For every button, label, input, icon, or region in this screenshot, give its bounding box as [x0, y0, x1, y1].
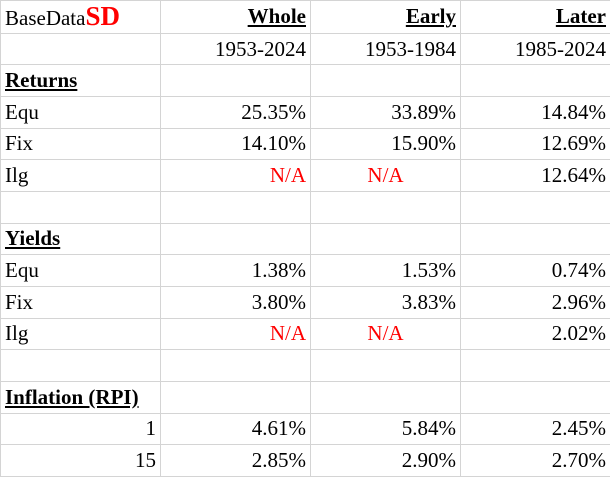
table-row: Ilg N/A N/A 2.02% — [0, 317, 610, 351]
col-header-whole[interactable]: Whole — [160, 0, 311, 34]
header-row: BaseDataSD Whole Early Later — [0, 0, 610, 34]
value-cell[interactable]: 2.02% — [460, 317, 610, 351]
table-row: 1 4.61% 5.84% 2.45% — [0, 412, 610, 446]
cell[interactable] — [310, 380, 461, 414]
cell[interactable] — [160, 190, 311, 224]
row-label[interactable]: Fix — [0, 127, 161, 161]
row-label[interactable]: Ilg — [0, 159, 161, 192]
value-cell[interactable]: 14.84% — [460, 95, 610, 129]
cell[interactable] — [0, 32, 161, 66]
value-cell[interactable]: 2.90% — [310, 444, 461, 477]
table-row: Equ 25.35% 33.89% 14.84% — [0, 95, 610, 129]
cell[interactable] — [160, 222, 311, 256]
table-row: Ilg N/A N/A 12.64% — [0, 159, 610, 192]
cell[interactable] — [160, 64, 311, 97]
section-row: Returns — [0, 64, 610, 97]
cell[interactable] — [460, 222, 610, 256]
cell[interactable] — [310, 349, 461, 382]
period-whole[interactable]: 1953-2024 — [160, 32, 311, 66]
cell[interactable] — [310, 64, 461, 97]
value-cell-na[interactable]: N/A — [310, 317, 461, 351]
cell[interactable] — [160, 349, 311, 382]
cell[interactable] — [460, 190, 610, 224]
value-cell[interactable]: 12.64% — [460, 159, 610, 192]
value-cell[interactable]: 3.83% — [310, 285, 461, 319]
value-cell[interactable]: 2.70% — [460, 444, 610, 477]
empty-row — [0, 349, 610, 382]
value-cell[interactable]: 25.35% — [160, 95, 311, 129]
section-heading-inflation[interactable]: Inflation (RPI) — [0, 380, 161, 414]
value-cell[interactable]: 2.45% — [460, 412, 610, 446]
value-cell[interactable]: 33.89% — [310, 95, 461, 129]
value-cell-na[interactable]: N/A — [160, 159, 311, 192]
section-row: Yields — [0, 222, 610, 256]
value-cell[interactable]: 14.10% — [160, 127, 311, 161]
row-label[interactable]: 1 — [0, 412, 161, 446]
value-cell[interactable]: 2.96% — [460, 285, 610, 319]
cell[interactable] — [460, 64, 610, 97]
row-label[interactable]: Equ — [0, 254, 161, 287]
title-cell[interactable]: BaseDataSD — [0, 0, 161, 34]
period-later[interactable]: 1985-2024 — [460, 32, 610, 66]
value-cell[interactable]: 5.84% — [310, 412, 461, 446]
table-row: 15 2.85% 2.90% 2.70% — [0, 444, 610, 477]
value-cell[interactable]: 2.85% — [160, 444, 311, 477]
section-heading-yields[interactable]: Yields — [0, 222, 161, 256]
section-heading-returns[interactable]: Returns — [0, 64, 161, 97]
empty-row — [0, 190, 610, 224]
value-cell[interactable]: 15.90% — [310, 127, 461, 161]
cell[interactable] — [310, 222, 461, 256]
cell[interactable] — [160, 380, 311, 414]
value-cell[interactable]: 1.53% — [310, 254, 461, 287]
value-cell-na[interactable]: N/A — [310, 159, 461, 192]
section-row: Inflation (RPI) — [0, 380, 610, 414]
title-accent: SD — [85, 1, 120, 32]
title-base: BaseData — [5, 6, 86, 31]
value-cell[interactable]: 0.74% — [460, 254, 610, 287]
table-row: Equ 1.38% 1.53% 0.74% — [0, 254, 610, 287]
value-cell[interactable]: 4.61% — [160, 412, 311, 446]
col-header-later[interactable]: Later — [460, 0, 610, 34]
period-early[interactable]: 1953-1984 — [310, 32, 461, 66]
cell[interactable] — [460, 349, 610, 382]
table-row: Fix 14.10% 15.90% 12.69% — [0, 127, 610, 161]
value-cell[interactable]: 1.38% — [160, 254, 311, 287]
table-row: Fix 3.80% 3.83% 2.96% — [0, 285, 610, 319]
value-cell[interactable]: 12.69% — [460, 127, 610, 161]
row-label[interactable]: Ilg — [0, 317, 161, 351]
period-row: 1953-2024 1953-1984 1985-2024 — [0, 32, 610, 66]
cell[interactable] — [0, 349, 161, 382]
value-cell[interactable]: 3.80% — [160, 285, 311, 319]
cell[interactable] — [310, 190, 461, 224]
value-cell-na[interactable]: N/A — [160, 317, 311, 351]
col-header-early[interactable]: Early — [310, 0, 461, 34]
cell[interactable] — [0, 190, 161, 224]
row-label[interactable]: Equ — [0, 95, 161, 129]
row-label[interactable]: Fix — [0, 285, 161, 319]
cell[interactable] — [460, 380, 610, 414]
row-label[interactable]: 15 — [0, 444, 161, 477]
